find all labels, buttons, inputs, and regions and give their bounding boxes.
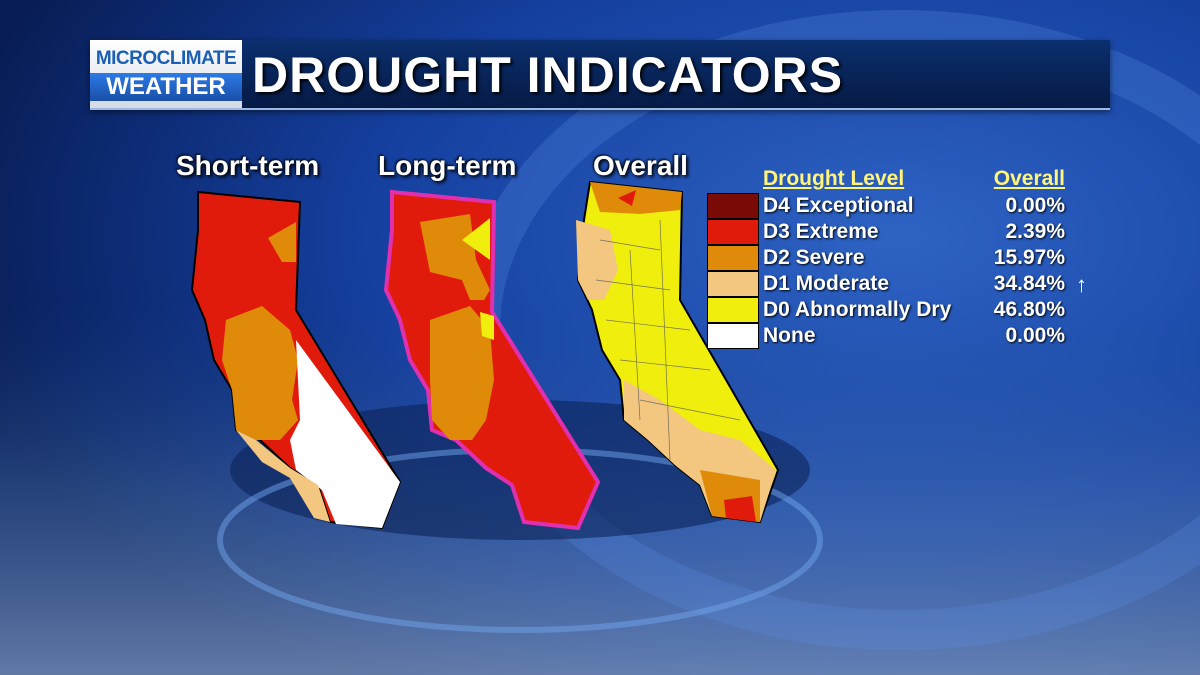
legend-row: D2 Severe 15.97% [707,245,1087,271]
map-label-overall: Overall [593,150,688,181]
station-logo: MICROCLIMATE WEATHER [90,40,242,108]
legend-swatch-d1 [707,271,759,297]
page-title: DROUGHT INDICATORS [252,47,844,103]
legend-row: D4 Exceptional 0.00% [707,193,1087,219]
legend-value: 2.39% [1005,220,1065,243]
legend-value: 34.84% [993,272,1065,295]
legend-value: 15.97% [993,246,1065,269]
legend-value: 0.00% [1005,324,1065,347]
map-long-term [383,189,601,531]
legend-label: D1 Moderate [763,272,890,295]
legend-swatch-d3 [707,219,759,245]
legend-header-level: Drought Level [763,167,905,190]
legend-row: D3 Extreme 2.39% [707,219,1087,245]
legend-value: 46.80% [993,298,1065,321]
legend-label: D0 Abnormally Dry [763,298,952,321]
up-arrow-icon: ↑ [1076,272,1087,297]
map-overall [576,180,780,524]
legend-label: None [763,324,816,347]
logo-line-1: MICROCLIMATE [95,48,237,69]
legend-header-overall: Overall [993,167,1065,190]
legend-row: D0 Abnormally Dry 46.80% [707,297,1087,323]
legend-row: D1 Moderate 34.84% ↑ [707,271,1087,297]
legend-label: D4 Exceptional [763,194,914,217]
logo-line-2: WEATHER [90,73,242,101]
map-label-long-term: Long-term [378,150,517,181]
map-label-short-term: Short-term [176,150,320,181]
legend-swatch-none [707,323,759,349]
map-short-term [190,190,402,530]
header-bar: MICROCLIMATE WEATHER DROUGHT INDICATORS [90,40,1110,110]
legend-row: None 0.00% [707,323,1087,349]
legend-swatch-d2 [707,245,759,271]
legend-value: 0.00% [1005,194,1065,217]
legend-label: D3 Extreme [763,220,879,243]
legend-swatch-d0 [707,297,759,323]
legend-swatch-d4 [707,193,759,219]
legend-label: D2 Severe [763,246,865,269]
